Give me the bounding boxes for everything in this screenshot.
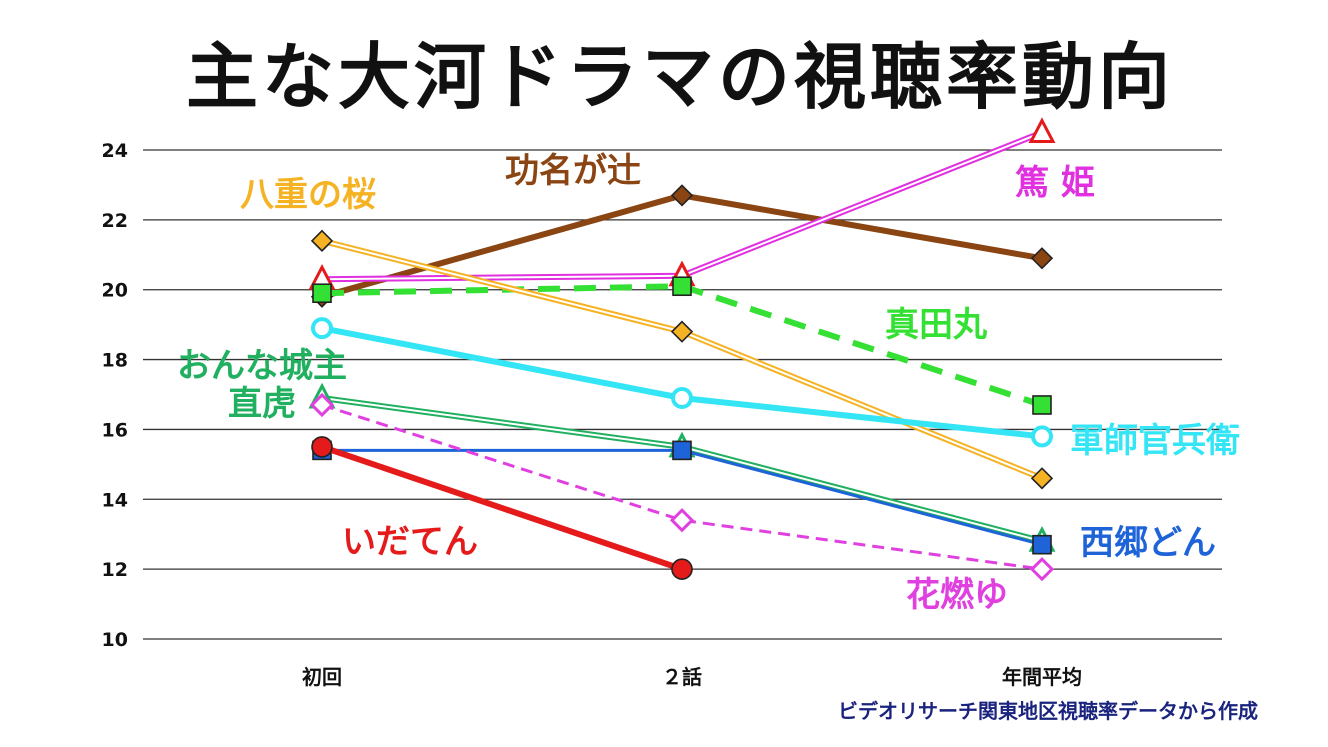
series-3-point [670, 320, 694, 343]
series-6-point [672, 440, 692, 461]
series-7-point [669, 508, 695, 533]
series-2-point [312, 283, 332, 304]
series-1-point [1028, 117, 1056, 144]
y-tick-label: 12 [102, 559, 128, 581]
series-1-label: 篤 姫 [1015, 163, 1095, 203]
series-8-point [311, 436, 333, 458]
series-3-point [310, 229, 334, 252]
series-4-label: 軍師官兵衛 [1070, 421, 1240, 461]
series-0-label: 功名が辻 [505, 151, 641, 191]
series-2-point [672, 276, 692, 297]
y-tick-label: 22 [102, 210, 128, 232]
source-note: ビデオリサーチ関東地区視聴率データから作成 [838, 699, 1258, 723]
chart-title: 主な大河ドラマの視聴率動向 [186, 35, 1174, 119]
series-5-label: 直虎 [228, 384, 296, 424]
x-tick-label: 年間平均 [1002, 665, 1082, 689]
x-tick-label: 初回 [302, 665, 342, 689]
series-4-point [1031, 425, 1053, 448]
series-3-point [1030, 467, 1054, 490]
series-4 [311, 317, 1053, 448]
x-axis: 初回 ２話 年間平均 [302, 665, 1082, 689]
y-tick-label: 10 [102, 629, 128, 651]
series-2 [312, 276, 1052, 415]
series-6-point [1032, 534, 1052, 555]
series-8-label: いだてん [342, 522, 478, 562]
y-tick-label: 18 [102, 350, 128, 372]
series-7-point [1029, 557, 1055, 582]
series-group [308, 117, 1056, 582]
series-2-point [1032, 395, 1052, 415]
series-8-point [671, 558, 693, 580]
series-6-label: 西郷どん [1080, 523, 1216, 563]
y-tick-label: 20 [102, 280, 128, 302]
series-8 [311, 436, 693, 580]
series-3 [310, 229, 1054, 490]
series-0-point [670, 184, 694, 207]
series-3-label: 八重の桜 [240, 175, 376, 215]
series-8-line [319, 443, 685, 573]
y-tick-label: 24 [102, 140, 128, 162]
series-2-label: 真田丸 [885, 305, 987, 345]
x-tick-label: ２話 [662, 665, 702, 689]
series-5-label: おんな城主 [177, 346, 347, 386]
y-axis: 10 12 14 16 18 20 22 24 [102, 140, 128, 651]
series-7 [309, 392, 1055, 582]
series-7-label: 花燃ゆ [906, 575, 1008, 615]
y-tick-label: 16 [102, 419, 128, 441]
series-4-point [311, 317, 333, 340]
series-7-point [309, 392, 335, 418]
series-0-point [1030, 247, 1054, 270]
series-4-point [671, 386, 693, 409]
y-tick-label: 14 [102, 489, 128, 511]
